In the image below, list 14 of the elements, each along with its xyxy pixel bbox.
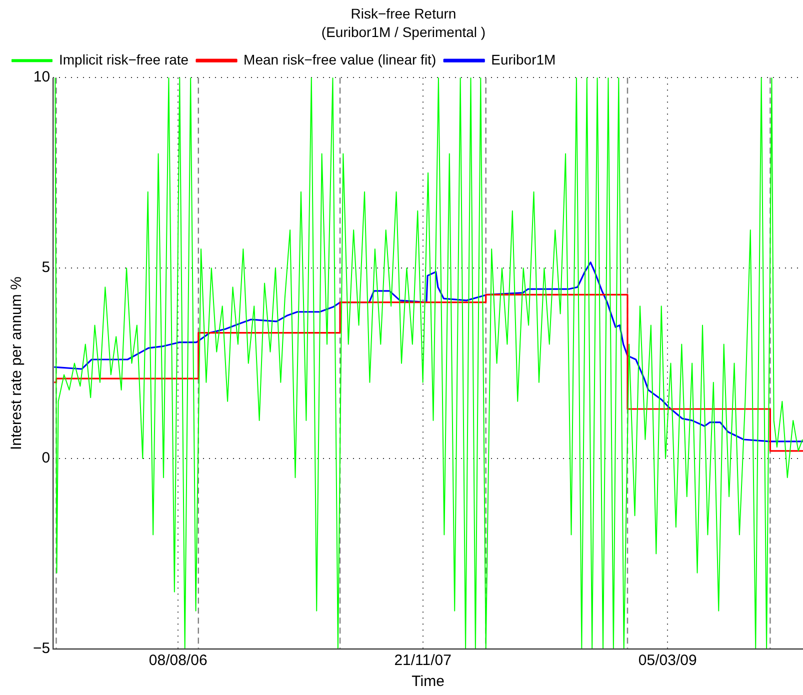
y-tick-label: 10 (33, 68, 50, 86)
y-tick-label: −5 (32, 640, 50, 658)
x-tick-label: 08/08/06 (148, 652, 208, 670)
chart-subtitle: (Euribor1M / Sperimental ) (321, 24, 486, 40)
legend-label: Euribor1M (491, 51, 556, 68)
y-tick-label: 5 (42, 259, 50, 276)
chart-title: Risk−free Return (350, 5, 456, 22)
x-axis-title: Time (412, 673, 444, 690)
x-tick-label: 21/11/07 (394, 652, 452, 670)
legend-label: Mean risk−free value (linear fit) (244, 51, 436, 68)
legend-label: Implicit risk−free rate (59, 51, 189, 68)
y-tick-label: 0 (42, 450, 50, 467)
y-axis-title: Interest rate per annum % (8, 276, 26, 450)
x-tick-label: 05/03/09 (638, 652, 697, 670)
